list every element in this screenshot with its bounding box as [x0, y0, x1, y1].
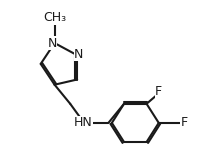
Text: F: F [155, 85, 162, 98]
Text: N: N [74, 48, 83, 61]
Text: HN: HN [74, 116, 93, 129]
Text: N: N [47, 37, 57, 50]
Text: F: F [180, 116, 187, 129]
Text: CH₃: CH₃ [43, 11, 66, 24]
